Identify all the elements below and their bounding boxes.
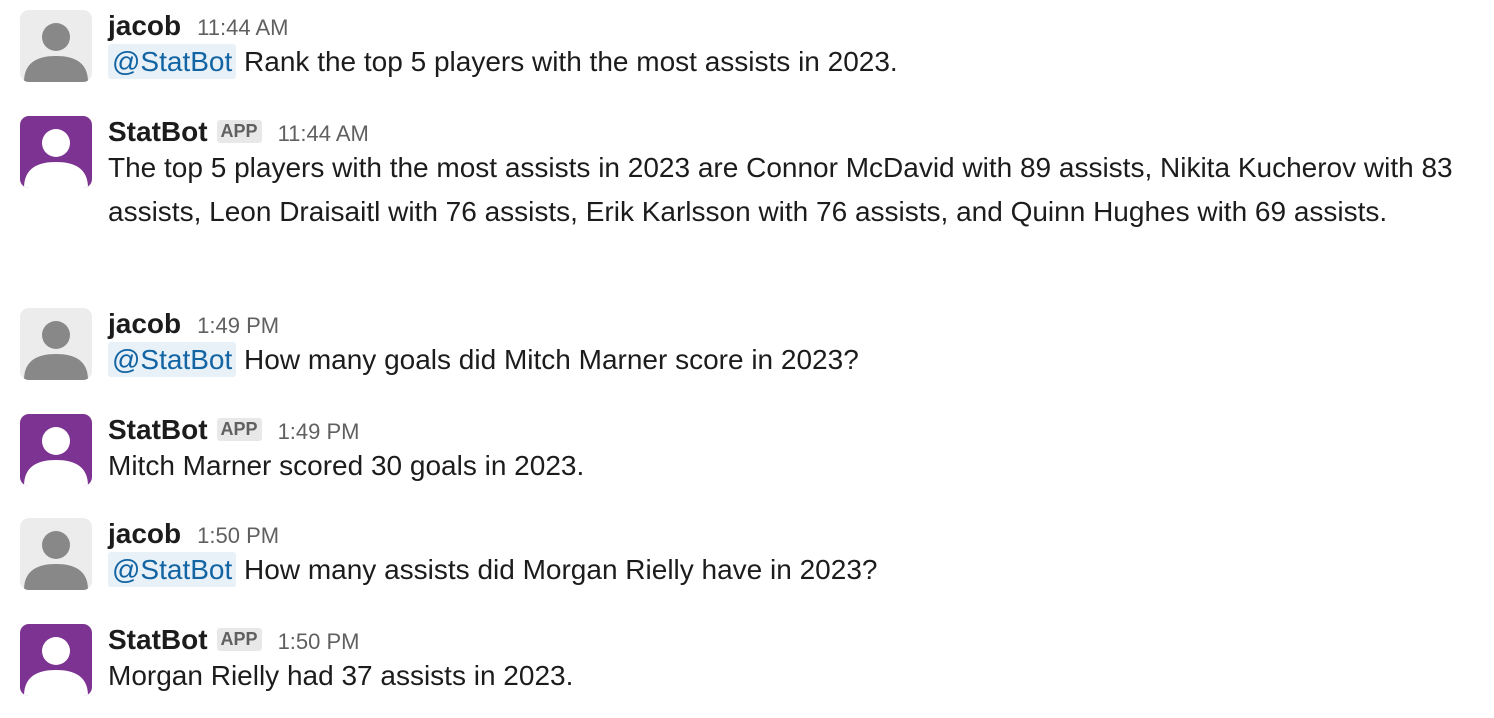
message-header: StatBot APP 1:49 PM — [108, 414, 1464, 445]
app-badge: APP — [216, 628, 262, 651]
user-avatar[interactable] — [20, 308, 92, 380]
mention-link[interactable]: @StatBot — [108, 342, 237, 377]
sender-name[interactable]: StatBot — [108, 414, 208, 445]
timestamp[interactable]: 1:49 PM — [277, 419, 360, 444]
message-body: How many goals did Mitch Marner score in… — [236, 344, 859, 375]
bot-avatar[interactable] — [20, 624, 92, 696]
message-body: How many assists did Morgan Rielly have … — [236, 554, 878, 585]
timestamp[interactable]: 1:50 PM — [197, 523, 280, 548]
message-text: The top 5 players with the most assists … — [108, 146, 1464, 234]
message-header: jacob 11:44 AM — [108, 10, 1464, 41]
app-badge: APP — [216, 120, 262, 143]
app-badge: APP — [216, 418, 262, 441]
person-silhouette-icon — [24, 321, 88, 380]
message-text: Mitch Marner scored 30 goals in 2023. — [108, 444, 1464, 488]
person-silhouette-icon — [24, 23, 88, 82]
timestamp[interactable]: 11:44 AM — [277, 121, 369, 146]
message-body: Morgan Rielly had 37 assists in 2023. — [108, 660, 574, 691]
user-avatar[interactable] — [20, 518, 92, 590]
bot-avatar[interactable] — [20, 414, 92, 486]
person-silhouette-icon — [24, 637, 88, 696]
mention-link[interactable]: @StatBot — [108, 44, 237, 79]
timestamp[interactable]: 1:50 PM — [277, 629, 360, 654]
person-silhouette-icon — [24, 531, 88, 590]
sender-name[interactable]: StatBot — [108, 116, 208, 147]
sender-name[interactable]: jacob — [108, 10, 182, 41]
message-header: StatBot APP 11:44 AM — [108, 116, 1464, 147]
message-text: Morgan Rielly had 37 assists in 2023. — [108, 654, 1464, 698]
message-header: StatBot APP 1:50 PM — [108, 624, 1464, 655]
timestamp[interactable]: 11:44 AM — [197, 15, 289, 40]
message-body: Mitch Marner scored 30 goals in 2023. — [108, 450, 585, 481]
message-text: @StatBot How many assists did Morgan Rie… — [108, 548, 1464, 592]
message-header: jacob 1:50 PM — [108, 518, 1464, 549]
sender-name[interactable]: jacob — [108, 518, 182, 549]
timestamp[interactable]: 1:49 PM — [197, 313, 280, 338]
user-avatar[interactable] — [20, 10, 92, 82]
person-silhouette-icon — [24, 129, 88, 188]
bot-avatar[interactable] — [20, 116, 92, 188]
sender-name[interactable]: StatBot — [108, 624, 208, 655]
message-body: The top 5 players with the most assists … — [108, 152, 1453, 227]
sender-name[interactable]: jacob — [108, 308, 182, 339]
message-text: @StatBot How many goals did Mitch Marner… — [108, 338, 1464, 382]
person-silhouette-icon — [24, 427, 88, 486]
message-text: @StatBot Rank the top 5 players with the… — [108, 40, 1464, 84]
message-header: jacob 1:49 PM — [108, 308, 1464, 339]
mention-link[interactable]: @StatBot — [108, 552, 237, 587]
message-body: Rank the top 5 players with the most ass… — [236, 46, 898, 77]
